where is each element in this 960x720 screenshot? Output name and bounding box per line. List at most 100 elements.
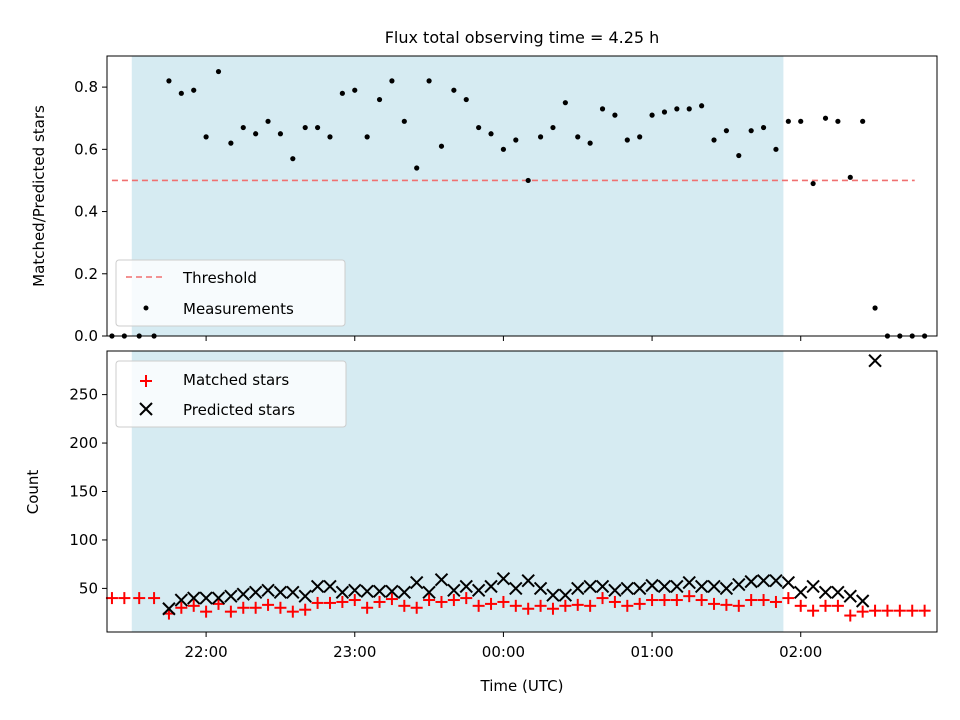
- measurement-point: [847, 174, 853, 180]
- measurement-point: [364, 134, 370, 140]
- matched-star-point: [769, 595, 782, 608]
- measurement-point: [178, 90, 184, 96]
- predicted-star-point: [298, 589, 312, 603]
- legend-matched-label: Matched stars: [183, 371, 289, 389]
- measurement-point: [575, 134, 581, 140]
- matched-star-point: [237, 601, 250, 614]
- matched-star-point: [844, 609, 857, 622]
- bottom-x-tick-label: 00:00: [482, 643, 525, 661]
- measurement-point: [191, 87, 197, 93]
- matched-star-point: [187, 599, 200, 612]
- measurement-point: [438, 143, 445, 149]
- predicted-star-point: [521, 573, 535, 588]
- measurement-point: [513, 137, 519, 143]
- matched-star-point: [670, 594, 683, 607]
- matched-star-point: [831, 599, 844, 612]
- predicted-star-point: [868, 353, 882, 368]
- matched-star-point: [782, 592, 795, 605]
- measurement-point: [785, 118, 791, 124]
- matched-star-point: [546, 602, 559, 615]
- bottom-y-tick-label: 250: [69, 386, 98, 404]
- top-legend: Threshold Measurements: [115, 259, 346, 327]
- predicted-star-point: [794, 585, 808, 599]
- predicted-star-point: [447, 583, 461, 598]
- matched-star-point: [361, 601, 374, 614]
- predicted-star-point: [533, 581, 548, 596]
- predicted-star-point: [348, 583, 362, 598]
- top-y-tick-label: 0.4: [74, 203, 98, 221]
- predicted-star-point: [583, 579, 597, 594]
- predicted-star-point: [831, 585, 845, 599]
- predicted-star-point: [409, 575, 424, 590]
- measurement-point: [649, 112, 655, 118]
- matched-star-point: [175, 601, 188, 614]
- measurement-point: [599, 106, 606, 112]
- predicted-star-point: [632, 581, 647, 596]
- matched-star-point: [410, 601, 423, 614]
- bottom-x-tick-label: 01:00: [630, 643, 673, 661]
- predicted-stars-points: [162, 353, 882, 616]
- predicted-star-point: [484, 579, 498, 594]
- matched-star-point: [485, 597, 498, 610]
- measurement-point: [587, 140, 593, 146]
- measurement-point: [500, 146, 507, 152]
- matched-star-point: [534, 599, 547, 612]
- top-y-ticks: 0.0 0.2 0.4 0.6 0.8: [74, 78, 107, 345]
- measurement-point: [550, 124, 556, 131]
- predicted-star-point: [199, 591, 213, 605]
- matched-star-point: [336, 595, 349, 608]
- matched-star-point: [472, 599, 485, 612]
- bottom-y-ticks: 50 100 150 200 250: [69, 386, 107, 597]
- measurement-point: [302, 124, 308, 131]
- measurement-point: [699, 103, 705, 109]
- measurement-point: [686, 106, 692, 112]
- predicted-star-point: [372, 584, 387, 599]
- matched-star-point: [447, 594, 460, 607]
- matched-star-point: [398, 599, 411, 612]
- predicted-star-point: [670, 579, 684, 594]
- predicted-star-point: [546, 588, 560, 602]
- measurement-point: [414, 165, 420, 171]
- matched-star-point: [695, 594, 708, 607]
- measurement-point: [215, 68, 222, 75]
- legend-matched-swatch: [140, 375, 152, 387]
- matched-star-point: [683, 590, 696, 603]
- matched-star-point: [584, 599, 597, 612]
- predicted-star-point: [806, 579, 820, 594]
- predicted-star-point: [261, 583, 275, 598]
- measurement-point: [240, 124, 246, 131]
- bottom-y-tick-label: 150: [69, 483, 98, 501]
- matched-star-point: [299, 603, 312, 616]
- predicted-star-point: [719, 581, 734, 596]
- measurement-point: [228, 140, 234, 146]
- predicted-star-point: [682, 575, 696, 590]
- matched-star-point: [807, 604, 820, 617]
- measurement-point: [773, 146, 779, 152]
- predicted-star-point: [286, 585, 300, 599]
- measurement-point: [835, 118, 841, 124]
- matched-star-point: [435, 595, 448, 608]
- measurement-points: [109, 68, 928, 339]
- measurement-point: [760, 124, 767, 131]
- predicted-star-point: [162, 602, 176, 616]
- measurement-point: [562, 100, 568, 106]
- legend-predicted-swatch: [139, 402, 153, 416]
- top-axes-frame: [106, 55, 938, 337]
- measurement-point: [166, 78, 172, 84]
- top-panel: 0.00.20.40.60.8 Matched/Predicted stars …: [30, 55, 938, 345]
- measurement-point: [822, 115, 829, 121]
- matched-star-point: [621, 599, 634, 612]
- bottom-y-axis-label: Count: [24, 470, 42, 515]
- predicted-star-point: [645, 578, 659, 593]
- matched-star-point: [200, 605, 213, 618]
- matched-star-point: [881, 604, 894, 617]
- measurement-point: [723, 128, 730, 134]
- predicted-star-point: [694, 579, 709, 594]
- measurement-point: [674, 106, 680, 112]
- measurement-point: [612, 112, 618, 118]
- matched-star-point: [608, 595, 621, 608]
- matched-star-point: [133, 592, 146, 605]
- top-y-tick-label: 0.8: [74, 78, 98, 96]
- matched-star-point: [869, 604, 882, 617]
- matched-star-point: [658, 594, 671, 607]
